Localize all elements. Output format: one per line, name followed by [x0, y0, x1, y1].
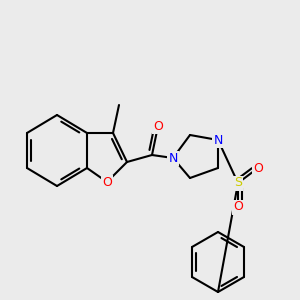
Text: O: O — [153, 119, 163, 133]
Text: O: O — [233, 200, 243, 214]
Text: S: S — [234, 176, 242, 190]
Text: O: O — [102, 176, 112, 188]
Text: N: N — [168, 152, 178, 164]
Text: N: N — [213, 134, 223, 146]
Text: O: O — [253, 161, 263, 175]
